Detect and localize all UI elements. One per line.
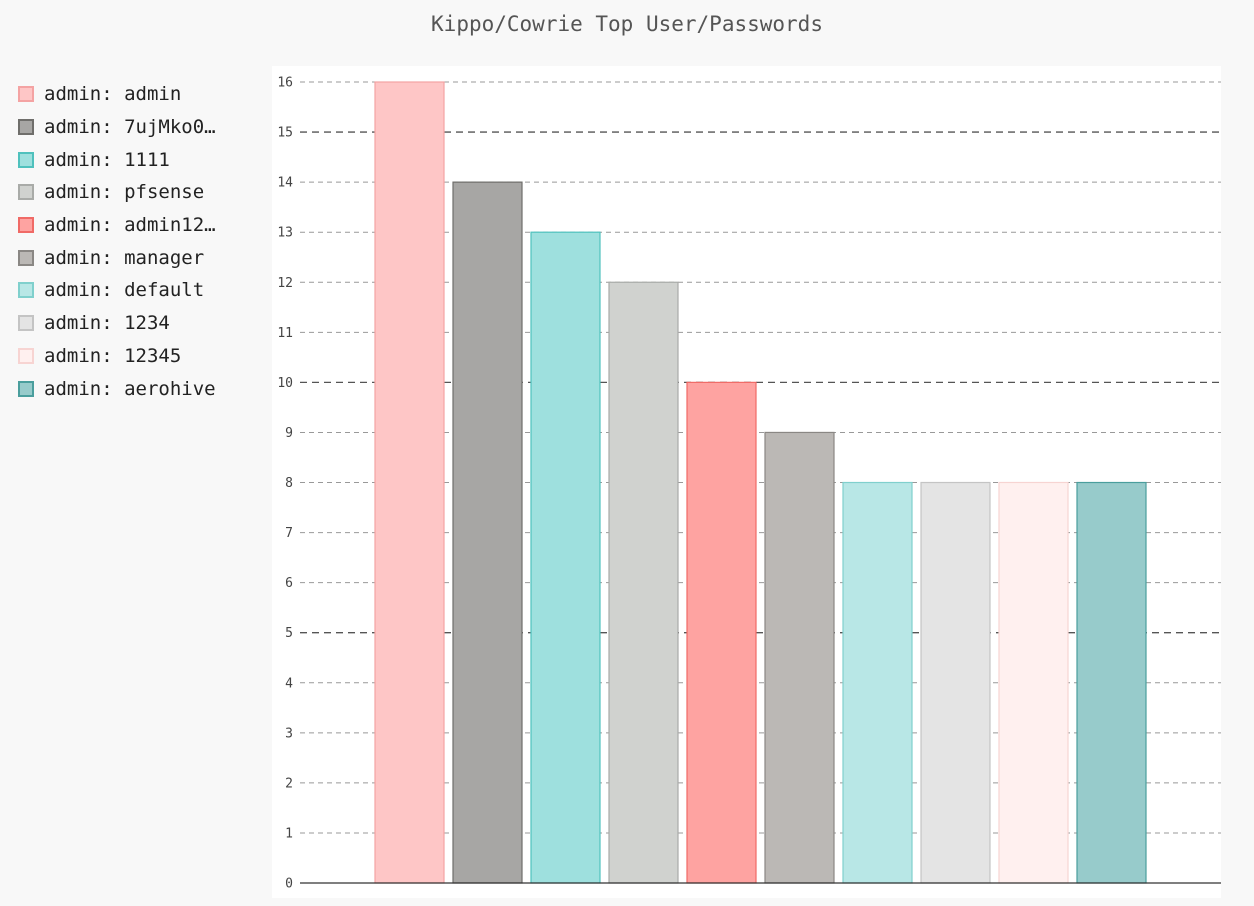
y-tick-label: 9	[285, 426, 293, 441]
y-tick-label: 15	[277, 126, 293, 141]
chart-title: Kippo/Cowrie Top User/Passwords	[431, 12, 823, 36]
legend-label-text: admin: 12345	[44, 344, 182, 367]
y-tick-label: 1	[285, 826, 293, 841]
legend-label: admin: 7ujMko0…	[44, 116, 216, 138]
legend-label: admin: admin	[44, 83, 181, 105]
legend-label: admin: admin12…	[44, 214, 216, 236]
legend-label: admin: pfsense	[44, 181, 204, 203]
legend-label-text: admin: manager	[44, 246, 205, 269]
bar	[920, 481, 991, 884]
legend-swatch	[18, 249, 34, 266]
legend-item[interactable]: admin: 1111	[18, 143, 216, 176]
y-tick-label: 10	[277, 376, 293, 391]
legend: admin: admin admin: 7ujMko0… admin: 1111 ad…	[18, 78, 216, 405]
legend-item[interactable]: admin: default	[18, 274, 216, 307]
y-tick-label: 11	[277, 326, 293, 341]
legend-label-text: admin: 7ujMko0…	[44, 116, 216, 139]
legend-label-text: admin: 1111	[44, 148, 170, 171]
legend-label: admin: default	[44, 279, 204, 301]
legend-item[interactable]: admin: 7ujMko0…	[18, 111, 216, 144]
legend-swatch	[18, 282, 34, 299]
legend-label-text: admin: admin	[44, 83, 182, 106]
bar	[686, 381, 757, 884]
legend-item[interactable]: admin: manager	[18, 241, 216, 274]
bar	[530, 231, 601, 884]
legend-swatch	[18, 151, 34, 168]
legend-swatch	[18, 86, 34, 103]
y-tick-label: 6	[285, 576, 293, 591]
y-tick-label: 3	[285, 726, 293, 741]
legend-label: admin: 1234	[44, 312, 170, 334]
legend-label-text: admin12…	[124, 214, 216, 237]
legend-swatch	[18, 184, 34, 201]
legend-swatch	[18, 347, 34, 364]
bar	[764, 431, 835, 884]
legend-item[interactable]: admin: admin12…	[18, 209, 216, 242]
legend-label: admin: manager	[44, 247, 204, 269]
bar	[998, 481, 1069, 884]
y-tick-label: 4	[285, 676, 293, 691]
legend-label-text: admin: 1234	[44, 312, 170, 335]
bar	[842, 481, 913, 884]
bar	[452, 181, 523, 884]
legend-label-text: admin: default	[44, 279, 205, 302]
y-tick-label: 13	[277, 226, 293, 241]
legend-swatch	[18, 217, 34, 234]
y-tick-label: 2	[285, 776, 293, 791]
legend-label: admin: 12345	[44, 345, 181, 367]
legend-swatch	[18, 315, 34, 332]
legend-swatch	[18, 119, 34, 136]
legend-swatch	[18, 380, 34, 397]
y-tick-label: 16	[277, 76, 293, 91]
y-tick-label: 8	[285, 476, 293, 491]
y-tick-label: 5	[285, 626, 293, 641]
y-tick-label: 12	[277, 276, 293, 291]
legend-label-prefix: admin:	[44, 214, 125, 237]
y-tick-label: 14	[277, 176, 293, 191]
legend-item[interactable]: admin: 1234	[18, 307, 216, 340]
legend-label: admin: 1111	[44, 149, 170, 171]
legend-label: admin: aerohive	[44, 378, 216, 400]
legend-item[interactable]: admin: pfsense	[18, 176, 216, 209]
y-tick-label: 0	[285, 877, 293, 892]
legend-item[interactable]: admin: aerohive	[18, 372, 216, 405]
legend-label-text: admin: pfsense	[44, 181, 205, 204]
bar	[1076, 481, 1147, 884]
legend-item[interactable]: admin: 12345	[18, 340, 216, 373]
bar	[374, 81, 445, 884]
legend-item[interactable]: admin: admin	[18, 78, 216, 111]
bar	[608, 281, 679, 884]
legend-label-text: admin: aerohive	[44, 377, 216, 400]
y-tick-label: 7	[285, 526, 293, 541]
